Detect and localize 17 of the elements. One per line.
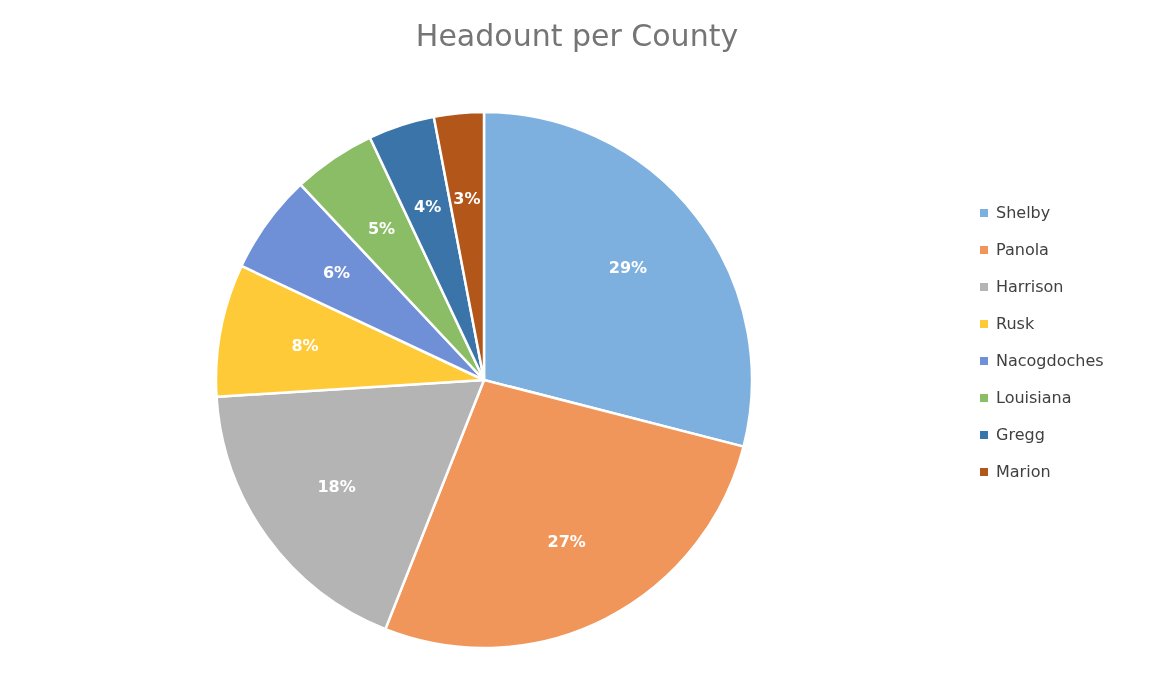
data-label: 5%: [367, 219, 396, 239]
legend-label: Harrison: [996, 277, 1064, 296]
legend-label: Gregg: [996, 425, 1045, 444]
data-label: 4%: [414, 196, 442, 216]
legend-label: Nacogdoches: [996, 351, 1104, 370]
legend-label: Louisiana: [996, 388, 1072, 407]
data-label: 8%: [291, 335, 319, 355]
data-label: 27%: [547, 532, 586, 552]
data-label: 18%: [317, 477, 356, 497]
legend-label: Panola: [996, 240, 1049, 259]
legend-label: Shelby: [996, 203, 1051, 222]
data-label: 29%: [608, 258, 648, 278]
data-label: 3%: [453, 188, 481, 208]
legend-label: Rusk: [996, 314, 1035, 333]
chart-title: Headount per County: [415, 18, 739, 53]
legend-label: Marion: [996, 462, 1051, 481]
data-label: 6%: [322, 262, 351, 282]
